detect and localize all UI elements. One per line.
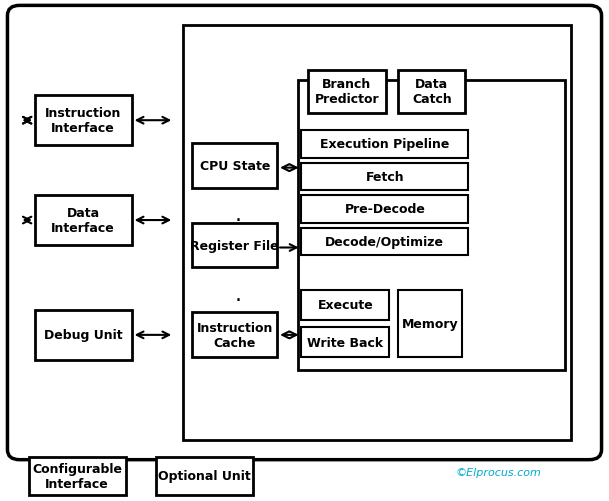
- FancyBboxPatch shape: [7, 7, 602, 460]
- FancyBboxPatch shape: [301, 163, 468, 191]
- Text: Data
Interface: Data Interface: [51, 206, 115, 234]
- Text: CPU State: CPU State: [200, 159, 270, 172]
- FancyBboxPatch shape: [301, 328, 389, 358]
- FancyBboxPatch shape: [183, 26, 571, 440]
- FancyBboxPatch shape: [301, 291, 389, 320]
- Text: Execution Pipeline: Execution Pipeline: [320, 138, 449, 151]
- Text: Register File: Register File: [191, 239, 279, 252]
- FancyBboxPatch shape: [35, 310, 132, 360]
- Text: Branch
Predictor: Branch Predictor: [315, 78, 379, 106]
- Text: Configurable
Interface: Configurable Interface: [32, 462, 122, 490]
- Text: ·: ·: [234, 291, 241, 310]
- FancyBboxPatch shape: [35, 96, 132, 146]
- Text: Data
Catch: Data Catch: [412, 78, 452, 106]
- FancyBboxPatch shape: [192, 143, 277, 188]
- FancyBboxPatch shape: [192, 313, 277, 358]
- FancyBboxPatch shape: [298, 81, 565, 370]
- Text: Debug Unit: Debug Unit: [44, 329, 122, 342]
- Text: Decode/Optimize: Decode/Optimize: [325, 235, 445, 248]
- Text: Write Back: Write Back: [308, 336, 384, 349]
- Text: Optional Unit: Optional Unit: [158, 469, 251, 482]
- Text: Pre-Decode: Pre-Decode: [344, 203, 425, 216]
- FancyBboxPatch shape: [156, 457, 253, 494]
- Text: Fetch: Fetch: [365, 170, 404, 183]
- FancyBboxPatch shape: [29, 457, 125, 494]
- FancyBboxPatch shape: [398, 291, 462, 358]
- Text: ·: ·: [234, 210, 241, 230]
- Text: Memory: Memory: [402, 318, 459, 331]
- FancyBboxPatch shape: [308, 71, 386, 114]
- Text: Execute: Execute: [317, 299, 373, 312]
- Text: ©Elprocus.com: ©Elprocus.com: [456, 467, 541, 477]
- FancyBboxPatch shape: [301, 228, 468, 256]
- FancyBboxPatch shape: [192, 223, 277, 268]
- FancyBboxPatch shape: [301, 196, 468, 223]
- FancyBboxPatch shape: [398, 71, 465, 114]
- FancyBboxPatch shape: [301, 131, 468, 158]
- Text: Instruction
Cache: Instruction Cache: [197, 321, 273, 349]
- Text: Instruction
Interface: Instruction Interface: [45, 107, 121, 135]
- FancyBboxPatch shape: [35, 196, 132, 245]
